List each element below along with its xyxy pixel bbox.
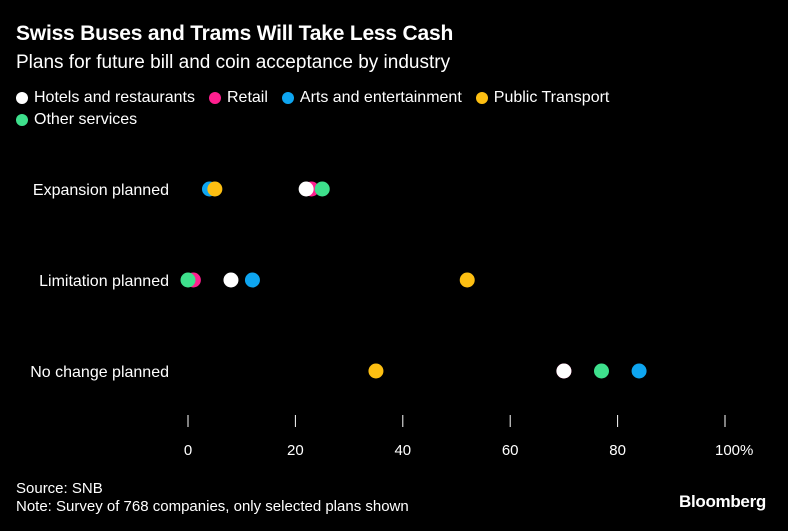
dot-hotels-and-restaurants-expansion-planned: [298, 181, 314, 197]
dot-other-services-no-change-planned: [593, 363, 609, 379]
dot-other-services-expansion-planned: [314, 181, 330, 197]
dot-public-transport-no-change-planned: [368, 363, 384, 379]
category-label-limitation-planned: Limitation planned: [39, 273, 169, 290]
legend-dot-public-transport: [475, 92, 488, 104]
chart-subtitle: Plans for future bill and coin acceptanc…: [16, 52, 451, 73]
legend-label-hotels: Hotels and restaurants: [34, 89, 195, 106]
legend-dot-hotels: [16, 92, 28, 104]
dot-other-services-limitation-planned: [180, 272, 196, 288]
legend-label-retail: Retail: [226, 89, 268, 106]
chart-title: Swiss Buses and Trams Will Take Less Cas…: [16, 22, 454, 45]
dot-arts-and-entertainment-no-change-planned: [631, 363, 647, 379]
source-note: Source: SNB: [16, 480, 103, 497]
legend-item-other-services: Other services: [16, 111, 137, 129]
legend-item-retail: Retail: [208, 89, 268, 107]
category-label-expansion-planned: Expansion planned: [33, 182, 169, 199]
x-tick-label-0: 0: [184, 442, 192, 459]
legend-item-arts: Arts and entertainment: [281, 89, 462, 107]
x-tick-label-40: 40: [394, 442, 411, 459]
dot-arts-and-entertainment-limitation-planned: [244, 272, 260, 288]
dot-public-transport-expansion-planned: [207, 181, 223, 197]
legend-dot-other-services: [16, 114, 28, 126]
x-tick-label-100: 100%: [715, 442, 753, 459]
legend-item-public-transport: Public Transport: [475, 89, 610, 107]
dot-hotels-and-restaurants-no-change-planned: [556, 363, 572, 379]
legend-dot-retail: [208, 92, 221, 104]
legend-label-public-transport: Public Transport: [493, 89, 610, 106]
x-tick-label-60: 60: [502, 442, 519, 459]
x-tick-label-80: 80: [609, 442, 626, 459]
legend-dot-arts: [281, 92, 294, 104]
x-tick-label-20: 20: [287, 442, 304, 459]
dot-public-transport-limitation-planned: [459, 272, 475, 288]
category-label-no-change-planned: No change planned: [30, 364, 169, 381]
legend-label-other-services: Other services: [34, 111, 138, 128]
legend: Hotels and restaurants Retail Arts and e…: [16, 89, 716, 129]
dot-hotels-and-restaurants-limitation-planned: [223, 272, 239, 288]
legend-item-hotels: Hotels and restaurants: [16, 89, 195, 107]
bloomberg-logo: Bloomberg: [678, 492, 766, 511]
survey-note: Note: Survey of 768 companies, only sele…: [16, 498, 409, 515]
legend-label-arts: Arts and entertainment: [299, 89, 462, 106]
